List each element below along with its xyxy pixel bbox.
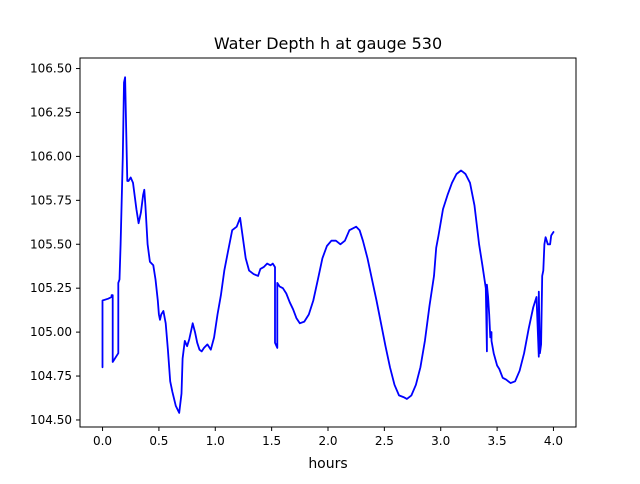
series-layer (101, 76, 555, 414)
y-tick-label: 105.50 (30, 237, 72, 251)
x-axis: 0.0 0.5 1.0 1.5 2.0 2.5 3.0 3.5 4.0 (93, 427, 563, 448)
y-tick-label: 106.00 (30, 149, 72, 163)
y-tick-label: 105.75 (30, 193, 72, 207)
x-tick-label: 4.0 (544, 434, 563, 448)
y-tick-label: 106.50 (30, 62, 72, 76)
x-axis-label: hours (308, 456, 347, 472)
x-tick-label: 0.5 (149, 434, 168, 448)
x-tick-label: 1.0 (206, 434, 225, 448)
x-tick-label: 3.0 (431, 434, 450, 448)
y-tick-label: 104.50 (30, 413, 72, 427)
plot-frame (79, 57, 577, 428)
y-axis: 104.50 104.75 105.00 105.25 105.50 105.75 106.… (30, 62, 80, 427)
y-tick-label: 106.25 (30, 105, 72, 119)
x-tick-label: 3.5 (488, 434, 507, 448)
y-tick-label: 105.00 (30, 325, 72, 339)
chart-title: Water Depth h at gauge 530 (214, 34, 442, 53)
plot-area (80, 58, 576, 427)
x-tick-label: 0.0 (93, 434, 112, 448)
x-tick-label: 2.0 (318, 434, 337, 448)
y-tick-label: 105.25 (30, 281, 72, 295)
x-tick-label: 1.5 (262, 434, 281, 448)
series-line (101, 76, 555, 414)
y-tick-label: 104.75 (30, 369, 72, 383)
x-tick-label: 2.5 (375, 434, 394, 448)
